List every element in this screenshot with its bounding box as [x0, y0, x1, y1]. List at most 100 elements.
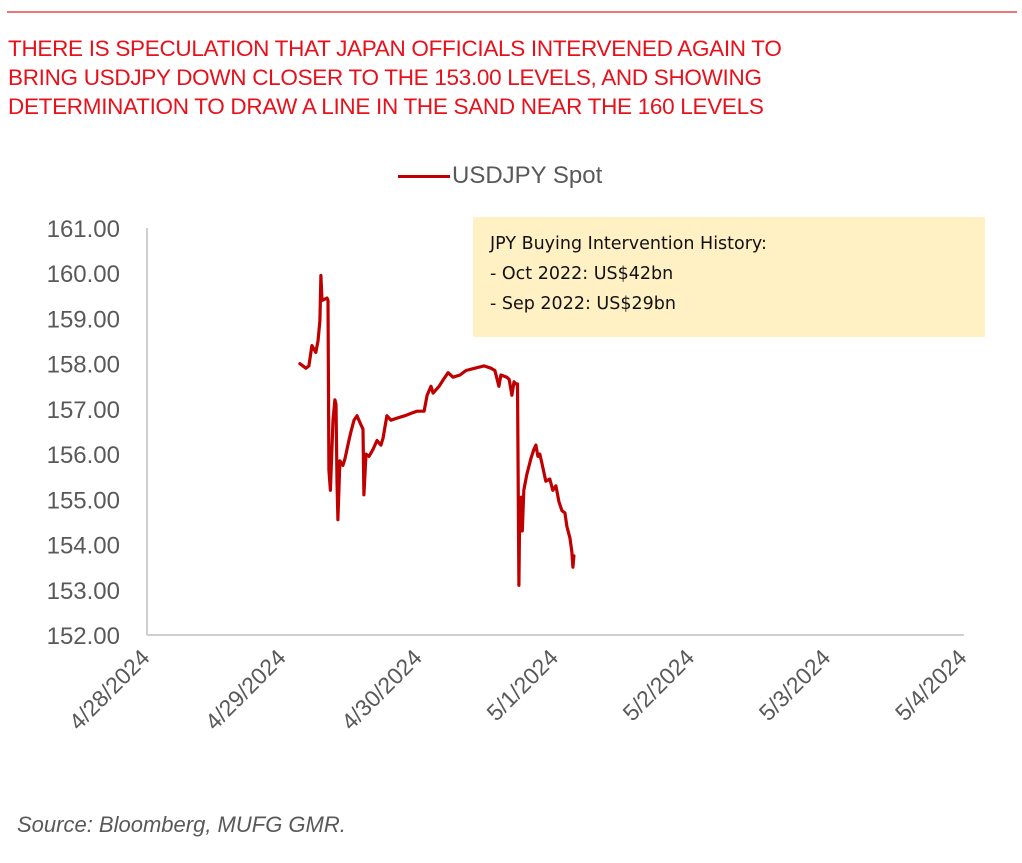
data-point: [555, 485, 557, 487]
data-point: [564, 512, 566, 514]
data-point: [336, 480, 338, 483]
data-point: [571, 550, 573, 553]
data-point: [386, 414, 388, 417]
data-point: [530, 457, 532, 460]
data-point: [404, 414, 406, 417]
legend-label: USDJPY Spot: [452, 162, 603, 189]
data-point: [535, 444, 537, 446]
data-point: [511, 394, 513, 397]
data-point: [328, 469, 330, 471]
data-point: [474, 367, 476, 370]
x-tick-label: 4/28/2024: [64, 644, 155, 735]
data-point: [459, 374, 461, 376]
data-point: [523, 489, 525, 492]
x-tick-label: 5/4/2024: [890, 644, 972, 726]
data-point: [362, 428, 364, 431]
x-tick-label: 5/1/2024: [481, 644, 563, 726]
data-point: [332, 419, 334, 422]
annotation-item-sep-2022: - Sep 2022: US$29bn: [490, 294, 676, 314]
annotation-item-oct-2022: - Oct 2022: US$42bn: [490, 264, 674, 284]
data-point: [513, 381, 515, 383]
data-point: [465, 369, 467, 372]
data-point: [533, 448, 535, 451]
data-point: [508, 378, 511, 381]
data-point: [432, 392, 434, 394]
y-tick-label: 153.00: [47, 578, 120, 605]
headline-line-3: DETERMINATION TO DRAW A LINE IN THE SAND…: [8, 94, 764, 119]
data-point: [363, 494, 365, 496]
x-axis-ticks: 4/28/2024 4/29/2024 4/30/2024 5/1/2024 5/2/2…: [64, 644, 972, 735]
data-point: [520, 496, 523, 498]
chart-legend: USDJPY Spot: [398, 162, 602, 190]
data-point: [545, 480, 547, 483]
source-note: Source: Bloomberg, MUFG GMR.: [17, 812, 346, 837]
legend-line-swatch: [398, 174, 450, 178]
data-point: [317, 340, 319, 342]
data-point: [326, 297, 328, 299]
y-tick-label: 161.00: [47, 216, 120, 243]
data-point: [519, 503, 521, 505]
x-tick-label: 5/2/2024: [618, 644, 700, 726]
data-point: [494, 369, 496, 372]
data-point: [526, 473, 528, 476]
data-point: [319, 319, 321, 322]
data-point: [541, 462, 543, 465]
data-point: [521, 530, 524, 532]
data-point: [372, 448, 374, 451]
data-point: [483, 365, 485, 367]
data-point: [569, 537, 571, 539]
data-point: [335, 403, 337, 406]
data-point: [350, 430, 352, 433]
data-point: [558, 500, 560, 503]
data-point: [302, 365, 304, 367]
data-point: [498, 385, 500, 388]
data-point: [321, 299, 323, 302]
x-tick-label: 4/30/2024: [336, 644, 427, 735]
x-tick-label: 5/3/2024: [754, 644, 836, 726]
data-point: [572, 566, 574, 568]
data-point: [353, 419, 355, 422]
data-point: [430, 385, 432, 388]
intervention-history-box: JPY Buying Intervention History: - Oct 2…: [473, 217, 985, 337]
data-point: [515, 383, 517, 385]
y-tick-label: 156.00: [47, 442, 120, 469]
data-point: [442, 378, 445, 381]
data-point: [368, 455, 370, 458]
headline-line-2: BRING USDJPY DOWN CLOSER TO THE 153.00 L…: [8, 65, 762, 90]
data-point: [320, 274, 322, 277]
y-tick-label: 158.00: [47, 352, 120, 379]
y-tick-label: 154.00: [47, 533, 120, 560]
y-tick-label: 159.00: [47, 306, 120, 333]
data-point: [339, 460, 341, 462]
data-point: [490, 367, 492, 370]
data-point: [518, 584, 520, 587]
data-point: [500, 374, 502, 376]
data-point: [380, 444, 382, 446]
data-point: [365, 453, 367, 455]
data-point: [537, 455, 539, 458]
data-point: [549, 478, 551, 480]
data-point: [566, 525, 568, 528]
series-layer: [298, 273, 576, 587]
data-point: [329, 489, 332, 492]
data-point: [390, 419, 392, 422]
data-point: [452, 376, 454, 379]
data-point: [327, 299, 329, 302]
annotation-title: JPY Buying Intervention History:: [490, 234, 767, 254]
data-point: [573, 555, 575, 557]
data-point: [356, 414, 358, 417]
data-point: [426, 394, 428, 397]
data-point: [360, 423, 362, 426]
headline: THERE IS SPECULATION THAT JAPAN OFFICIAL…: [8, 34, 1008, 121]
data-point: [516, 383, 519, 385]
data-point: [423, 410, 425, 413]
data-point: [410, 412, 412, 415]
data-point: [308, 365, 310, 367]
data-point: [334, 399, 336, 401]
data-point: [539, 453, 541, 455]
data-point: [397, 417, 399, 419]
y-tick-label: 155.00: [47, 487, 120, 514]
top-rule: [7, 11, 1017, 13]
data-point: [342, 464, 344, 467]
